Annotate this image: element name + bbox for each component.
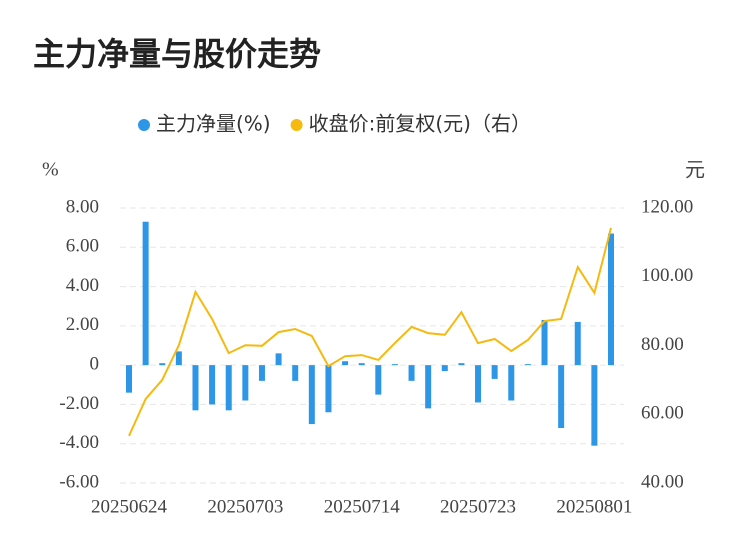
x-tick-label: 20250723 (440, 496, 516, 517)
bar (159, 363, 166, 366)
bar (375, 365, 382, 395)
bar (258, 365, 265, 381)
bar (574, 321, 581, 366)
bar (292, 365, 299, 381)
bar (591, 365, 598, 446)
legend: 主力净量(%) 收盘价:前复权(元)（右） (138, 112, 531, 136)
x-tick-label: 20250801 (556, 496, 632, 517)
bar (308, 365, 315, 425)
chart-title: 主力净量与股价走势 (33, 35, 321, 73)
bar (275, 353, 282, 366)
bar (524, 364, 531, 366)
bar (242, 365, 249, 401)
y-tick-label: 0 (90, 354, 100, 375)
bar (126, 365, 132, 393)
bar (209, 365, 216, 405)
bar (225, 365, 232, 411)
bar (408, 365, 415, 381)
bar (391, 364, 398, 366)
legend-label: 主力净量(%) (156, 112, 271, 136)
legend-label: 收盘价:前复权(元)（右） (309, 112, 531, 136)
bar (558, 365, 565, 428)
x-tick-label: 20250714 (324, 496, 401, 517)
bar (475, 365, 482, 403)
y-tick-label: 4.00 (66, 275, 99, 296)
bar (458, 363, 465, 366)
bar (175, 351, 182, 366)
bar (192, 365, 199, 411)
bar (608, 233, 614, 366)
legend-swatch (290, 119, 303, 131)
x-tick-label: 20250624 (91, 496, 168, 517)
y2-tick-label: 40.00 (641, 471, 684, 492)
y-tick-label: 2.00 (66, 314, 99, 335)
y-tick-label: -4.00 (59, 432, 99, 453)
bar (358, 363, 365, 366)
bar (325, 365, 332, 413)
price-line (128, 227, 612, 437)
bar (441, 365, 448, 372)
y2-tick-label: 120.00 (641, 196, 693, 217)
y-tick-label: 8.00 (66, 196, 99, 217)
bar (491, 365, 498, 379)
y2-axis-label: 元 (685, 158, 705, 182)
x-tick-label: 20250703 (207, 496, 283, 517)
y2-tick-label: 100.00 (641, 265, 693, 286)
y-tick-label: -6.00 (59, 471, 99, 492)
y2-tick-label: 60.00 (641, 403, 684, 424)
bar (342, 361, 349, 366)
y-tick-label: -2.00 (59, 393, 99, 414)
bar (541, 319, 548, 366)
bar (425, 365, 432, 409)
bar (508, 365, 515, 401)
y-axis-label: % (42, 159, 59, 181)
legend-swatch (138, 119, 150, 131)
y2-tick-label: 80.00 (641, 334, 684, 355)
bar (142, 221, 149, 366)
y-tick-label: 6.00 (66, 236, 99, 257)
